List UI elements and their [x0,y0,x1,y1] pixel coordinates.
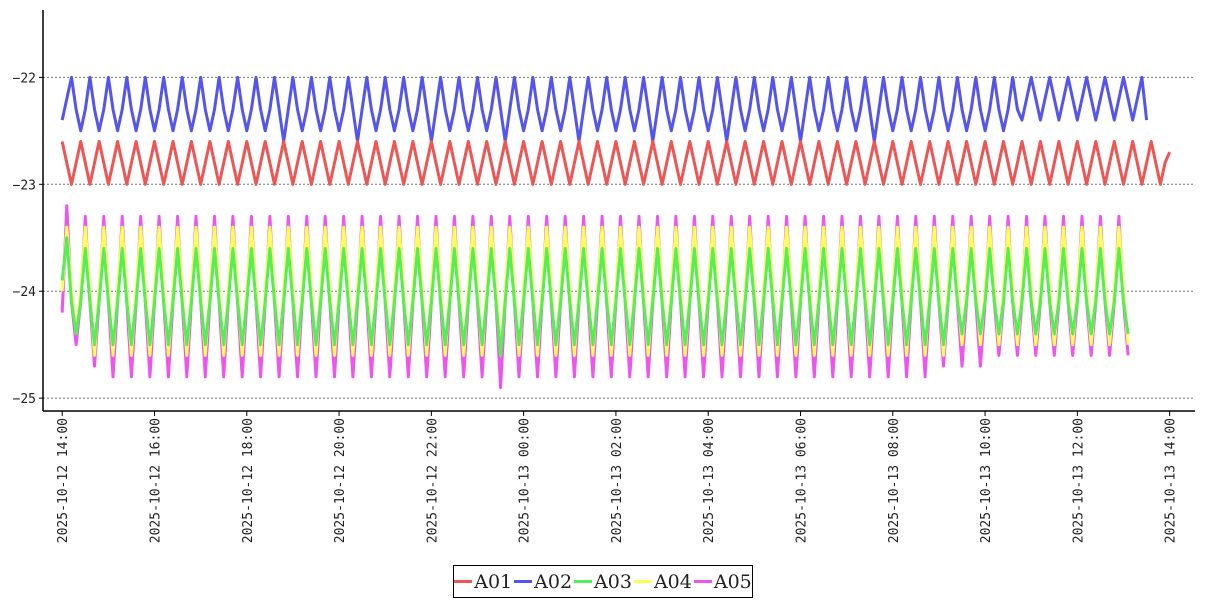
axes [42,10,1195,412]
x-tick-label: 2025-10-13 14:00 [1164,418,1179,543]
legend-swatch [693,580,712,583]
y-tick-label: −22 [13,71,36,86]
legend-label: A04 [653,570,692,593]
legend-item-a05: A05 [693,570,752,593]
grid-lines [43,76,1195,399]
x-ticks: 2025-10-12 14:00 2025-10-12 16:00 2025-10-… [56,411,1179,543]
x-tick-label: 2025-10-13 02:00 [610,418,625,543]
x-tick-label: 2025-10-13 12:00 [1071,418,1086,543]
x-tick-label: 2025-10-13 06:00 [794,418,809,543]
x-tick-label: 2025-10-13 08:00 [887,418,902,543]
legend-swatch [514,580,533,583]
legend-item-a01: A01 [454,571,512,593]
x-tick-label: 2025-10-13 10:00 [979,418,994,543]
series-line-a02 [60,75,1149,143]
y-tick-label: −25 [13,392,36,407]
x-tick-label: 2025-10-12 20:00 [333,418,348,543]
x-tick-label: 2025-10-12 18:00 [241,418,256,543]
y-ticks: −22 −23 −24 −25 [13,71,43,407]
y-tick-label: −24 [13,285,37,300]
legend-label: A03 [594,570,632,593]
x-tick-label: 2025-10-13 00:00 [518,418,533,543]
x-tick-label: 2025-10-12 22:00 [425,418,440,543]
legend-swatch [633,580,652,583]
legend-item-a02: A02 [514,571,572,593]
x-tick-label: 2025-10-12 16:00 [149,418,164,543]
legend-item-a04: A04 [633,570,692,593]
series-line-a03 [60,236,1130,357]
legend-swatch [574,580,593,583]
legend-swatch [454,580,473,583]
legend: A01 A02 A03 A04 A05 [453,565,753,598]
series-group [60,75,1171,389]
series-line-a01 [60,140,1171,186]
x-tick-label: 2025-10-13 04:00 [702,418,717,543]
legend-label: A02 [534,570,573,593]
legend-item-a03: A03 [574,571,632,593]
legend-label: A01 [474,570,513,593]
x-tick-label: 2025-10-12 14:00 [56,418,71,543]
legend-label: A05 [713,570,752,593]
y-tick-label: −23 [13,178,36,193]
